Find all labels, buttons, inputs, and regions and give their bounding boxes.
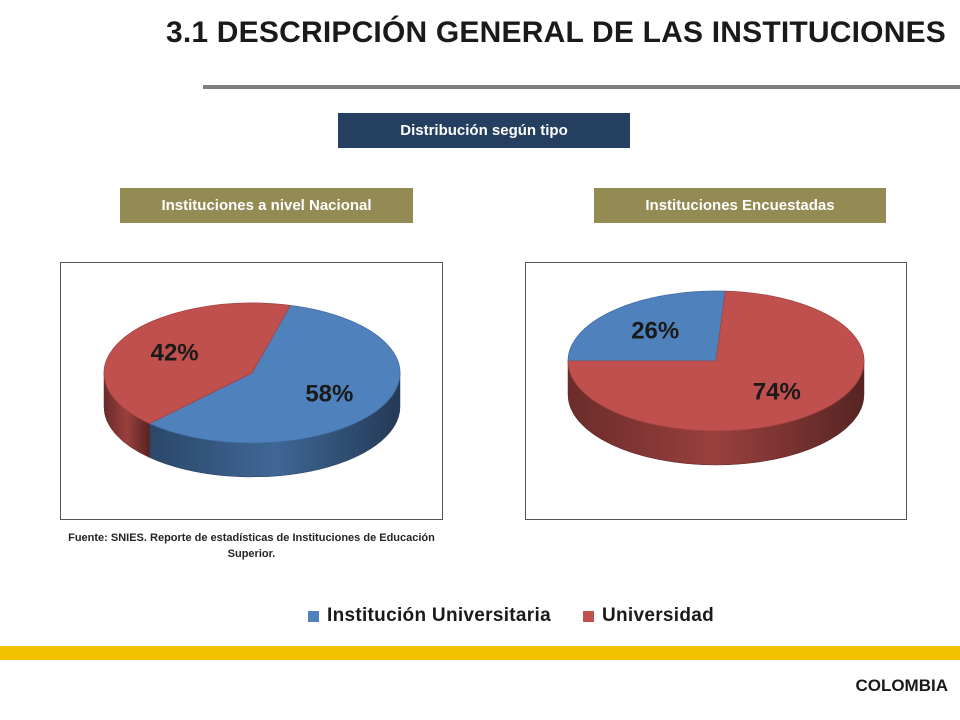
surveyed-pie-svg: 26% 74% — [567, 290, 865, 466]
national-institutions-banner: Instituciones a nivel Nacional — [120, 188, 413, 223]
legend-item-universidad: Universidad — [582, 605, 715, 627]
pie-slice-universidad — [567, 290, 865, 432]
legend-label-institucion-universitaria: Institución Universitaria — [327, 605, 551, 626]
pie-slice-institucion-universitaria — [148, 304, 401, 444]
legend-swatch-institucion-universitaria — [308, 610, 319, 622]
page-title: 3.1 DESCRIPCIÓN GENERAL DE LAS INSTITUCI… — [165, 16, 946, 49]
legend-item-institucion-universitaria: Institución Universitaria — [308, 605, 551, 627]
source-note: Fuente: SNIES. Reporte de estadísticas d… — [68, 532, 435, 560]
footer-accent-bar — [0, 646, 960, 660]
pie-label-universidad: 42% — [151, 339, 199, 366]
national-pie-svg: 58% 42% — [103, 302, 401, 478]
pie-label-universidad: 74% — [753, 379, 801, 406]
legend-swatch-universidad — [582, 610, 594, 622]
country-label: COLOMBIA — [855, 676, 948, 695]
pie-slice-institucion-universitaria — [567, 290, 726, 362]
pie-label-institucion-universitaria: 26% — [631, 317, 679, 344]
legend-label-universidad: Universidad — [601, 605, 715, 626]
pie-label-institucion-universitaria: 58% — [305, 381, 353, 408]
national-pie-chart: 58% 42% — [60, 262, 443, 520]
surveyed-institutions-banner: Instituciones Encuestadas — [594, 188, 886, 223]
chart-legend: Institución Universitaria Universidad — [308, 605, 714, 627]
distribution-banner: Distribución según tipo — [338, 113, 630, 148]
pie-slice-universidad — [103, 302, 291, 424]
title-divider — [203, 85, 960, 89]
surveyed-pie-chart: 26% 74% — [525, 262, 907, 520]
